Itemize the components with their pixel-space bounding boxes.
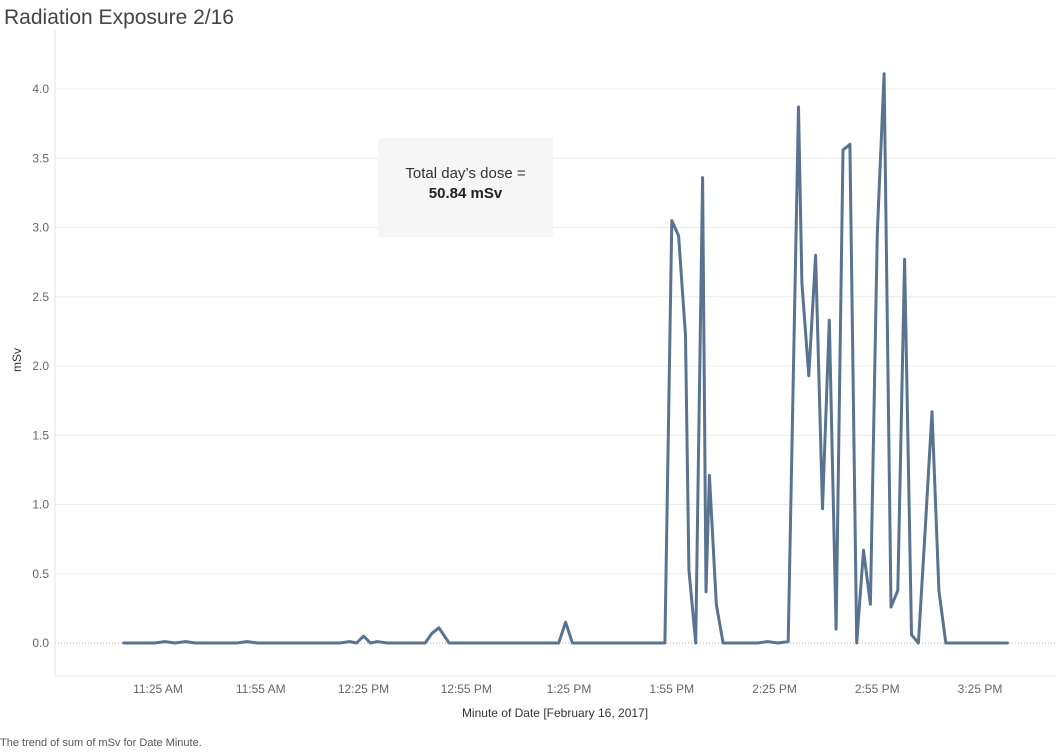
chart-title: Radiation Exposure 2/16 [4, 6, 234, 29]
y-tick-label: 3.5 [32, 151, 49, 165]
y-tick-label: 4.0 [32, 82, 49, 96]
x-tick-label: 11:55 AM [236, 682, 286, 696]
annotation-value: 50.84 mSv [428, 185, 503, 202]
series-layer [122, 72, 1009, 645]
x-tick-label: 12:55 PM [441, 682, 492, 696]
gridlines [54, 30, 1056, 677]
y-tick-label: 3.0 [32, 221, 49, 235]
x-tick-label: 1:25 PM [547, 682, 592, 696]
x-tick-label: 3:25 PM [958, 682, 1003, 696]
y-tick-label: 0.5 [32, 567, 49, 581]
x-axis-ticks: 11:25 AM 11:55 AM 12:25 PM 12:55 PM 1:25 PM 1… [133, 682, 1002, 696]
y-tick-label: 0.0 [32, 636, 49, 650]
y-tick-label: 1.0 [32, 498, 49, 512]
x-axis-label: Minute of Date [February 16, 2017] [462, 706, 648, 720]
x-tick-label: 2:55 PM [855, 682, 900, 696]
x-tick-label: 1:55 PM [649, 682, 694, 696]
annotation-box: Total day’s dose = 50.84 mSv [378, 138, 553, 237]
y-tick-label: 1.5 [32, 428, 49, 442]
chart-caption: The trend of sum of mSv for Date Minute. [0, 737, 202, 749]
x-tick-label: 11:25 AM [133, 682, 183, 696]
series-line[interactable] [122, 72, 1009, 645]
x-tick-label: 2:25 PM [752, 682, 797, 696]
x-tick-label: 12:25 PM [338, 682, 389, 696]
annotation-label: Total day’s dose = [405, 165, 526, 182]
y-axis-label: mSv [10, 348, 24, 372]
y-axis-ticks: 0.0 0.5 1.0 1.5 2.0 2.5 3.0 3.5 4.0 [32, 82, 49, 650]
y-tick-label: 2.5 [32, 290, 49, 304]
y-tick-label: 2.0 [32, 359, 49, 373]
